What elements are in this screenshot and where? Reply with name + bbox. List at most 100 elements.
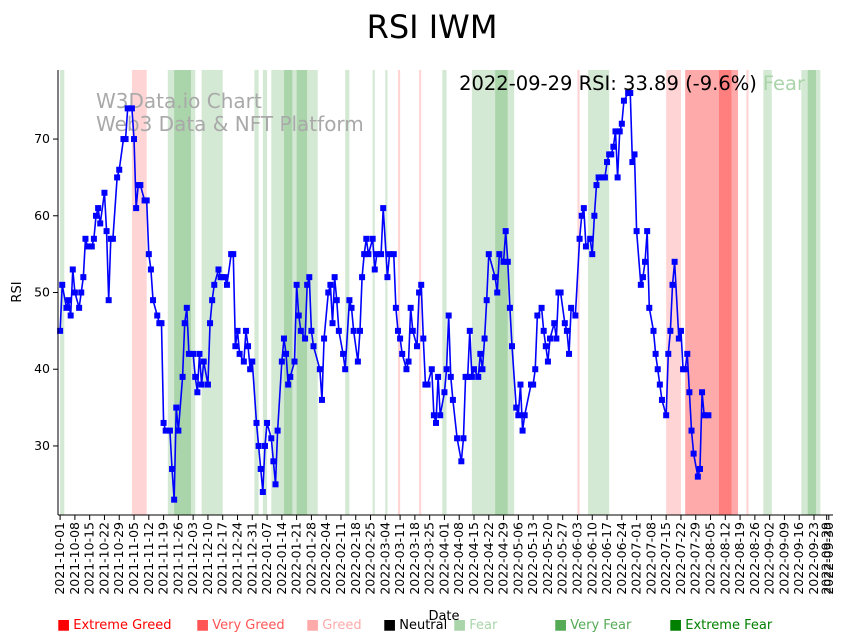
rsi-point <box>369 235 376 242</box>
rsi-point <box>354 358 361 365</box>
rsi-point <box>386 251 393 258</box>
rsi-point <box>57 327 64 334</box>
rsi-point <box>667 327 674 334</box>
sentiment-band <box>801 70 808 515</box>
rsi-point <box>137 182 144 189</box>
rsi-point <box>454 435 461 442</box>
rsi-point <box>160 419 167 426</box>
rsi-point <box>90 235 97 242</box>
rsi-point <box>390 251 397 258</box>
rsi-point <box>403 366 410 373</box>
rsi-point <box>485 251 492 258</box>
x-tick-label: 2022-09-29 <box>819 522 834 595</box>
x-tick-label: 2021-11-26 <box>170 522 185 595</box>
sentiment-band <box>191 70 196 515</box>
x-tick-label: 2021-10-15 <box>82 522 97 595</box>
rsi-point <box>591 212 598 219</box>
rsi-point <box>308 327 315 334</box>
rsi-point <box>158 320 165 327</box>
rsi-series <box>57 90 712 503</box>
y-tick-label: 30 <box>34 438 50 453</box>
rsi-point <box>494 289 501 296</box>
x-tick-label: 2022-03-18 <box>407 522 422 595</box>
rsi-point <box>259 488 266 495</box>
rsi-point <box>306 274 313 281</box>
rsi-point <box>460 435 467 442</box>
rsi-point <box>230 251 237 258</box>
rsi-point <box>699 389 706 396</box>
rsi-point <box>656 381 663 388</box>
rsi-point <box>587 235 594 242</box>
rsi-point <box>67 312 74 319</box>
legend-swatch: ■ <box>554 617 568 633</box>
x-tick-label: 2022-06-17 <box>599 522 614 595</box>
rsi-point <box>530 381 537 388</box>
rsi-point <box>103 228 110 235</box>
sentiment-band <box>816 70 821 515</box>
rsi-point <box>405 358 412 365</box>
rsi-point <box>122 136 129 143</box>
sentiment-band <box>262 70 268 515</box>
rsi-point <box>551 320 558 327</box>
rsi-point <box>563 327 570 334</box>
annotation-sentiment: Fear <box>763 72 806 95</box>
rsi-point <box>166 427 173 434</box>
rsi-point <box>580 205 587 212</box>
x-tick-label: 2022-02-18 <box>348 522 363 595</box>
rsi-point <box>392 304 399 311</box>
legend-item: ■ Extreme Fear <box>669 617 772 633</box>
rsi-point <box>479 366 486 373</box>
x-tick-label: 2022-09-16 <box>791 522 806 595</box>
x-tick-label: 2022-02-25 <box>363 522 378 595</box>
rsi-point <box>612 128 619 135</box>
rsi-point <box>471 366 478 373</box>
rsi-point <box>696 465 703 472</box>
legend-swatch: ■ <box>196 617 210 633</box>
rsi-point <box>424 381 431 388</box>
rsi-point <box>633 228 640 235</box>
rsi-point <box>280 335 287 342</box>
rsi-point <box>264 419 271 426</box>
rsi-point <box>506 304 513 311</box>
x-tick-label: 2022-05-06 <box>510 522 525 595</box>
rsi-point <box>116 166 123 173</box>
rsi-point <box>204 381 211 388</box>
x-tick-label: 2022-07-08 <box>643 522 658 595</box>
rsi-point <box>365 251 372 258</box>
rsi-point <box>194 389 201 396</box>
rsi-point <box>458 458 465 465</box>
rsi-point <box>701 412 708 419</box>
sentiment-band <box>442 70 447 515</box>
rsi-point <box>568 304 575 311</box>
rsi-point <box>538 304 545 311</box>
rsi-point <box>97 220 104 227</box>
rsi-point <box>128 105 135 112</box>
rsi-point <box>173 404 180 411</box>
rsi-point <box>321 335 328 342</box>
rsi-point <box>293 281 300 288</box>
latest-annotation: 2022-09-29 RSI: 33.89 (-9.6%) Fear <box>459 72 806 95</box>
rsi-point <box>627 90 634 97</box>
rsi-point <box>318 396 325 403</box>
rsi-point <box>101 189 108 196</box>
rsi-point <box>496 251 503 258</box>
rsi-point <box>302 335 309 342</box>
sentiment-band <box>254 70 259 515</box>
rsi-point <box>644 228 651 235</box>
rsi-point <box>342 366 349 373</box>
rsi-point <box>147 266 154 273</box>
x-tick-label: 2021-10-08 <box>67 522 82 595</box>
rsi-point <box>114 174 121 181</box>
rsi-point <box>504 258 511 265</box>
rsi-point <box>684 350 691 357</box>
rsi-point <box>295 312 302 319</box>
rsi-point <box>418 281 425 288</box>
rsi-point <box>547 335 554 342</box>
legend-label: Greed <box>322 618 362 633</box>
x-tick-label: 2021-11-19 <box>156 522 171 595</box>
rsi-point <box>572 312 579 319</box>
rsi-point <box>553 335 560 342</box>
x-tick-label: 2022-07-29 <box>688 522 703 595</box>
x-tick-label: 2022-05-13 <box>525 522 540 595</box>
rsi-point <box>420 335 427 342</box>
